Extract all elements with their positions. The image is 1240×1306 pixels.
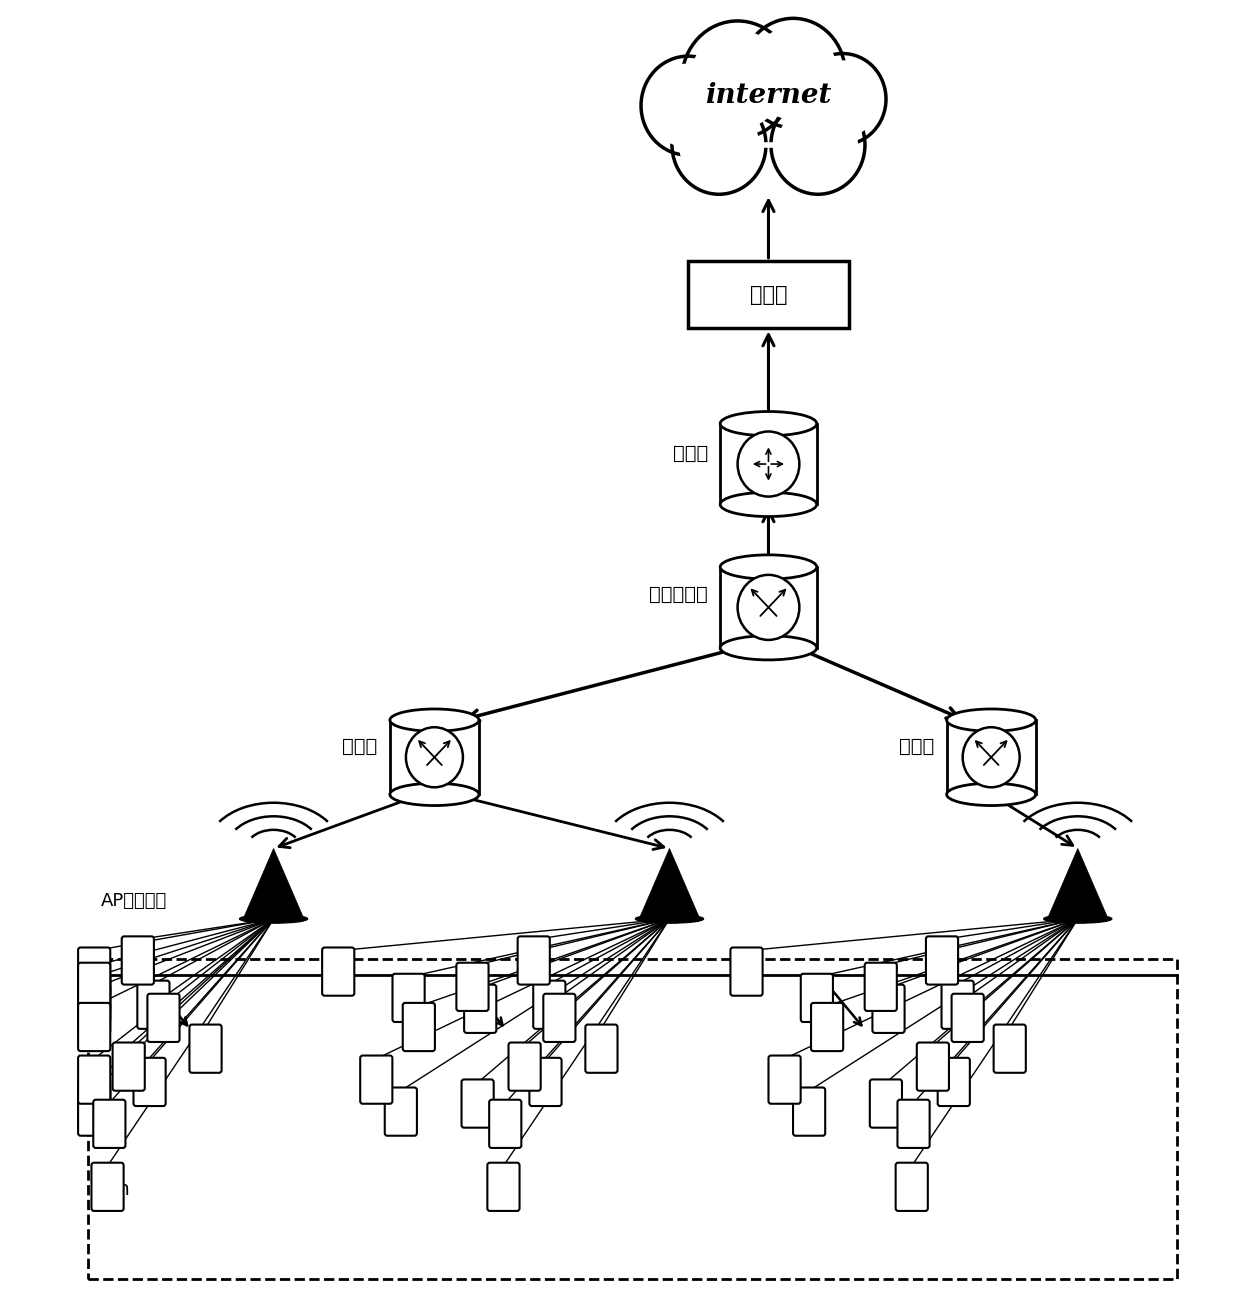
FancyBboxPatch shape: [113, 1042, 145, 1091]
Circle shape: [806, 60, 879, 138]
Ellipse shape: [720, 555, 817, 579]
Polygon shape: [946, 720, 1035, 794]
Ellipse shape: [946, 784, 1035, 806]
Circle shape: [649, 64, 728, 148]
FancyBboxPatch shape: [517, 936, 549, 985]
Polygon shape: [389, 720, 479, 794]
FancyBboxPatch shape: [993, 1025, 1025, 1072]
FancyBboxPatch shape: [895, 1162, 928, 1211]
FancyBboxPatch shape: [769, 1055, 801, 1104]
Circle shape: [749, 26, 837, 120]
Circle shape: [771, 95, 866, 195]
FancyBboxPatch shape: [78, 974, 110, 1023]
FancyBboxPatch shape: [533, 981, 565, 1029]
Bar: [88, 960, 1177, 1279]
FancyBboxPatch shape: [78, 1080, 110, 1127]
FancyBboxPatch shape: [148, 994, 180, 1042]
Text: 站台n: 站台n: [94, 1179, 130, 1199]
FancyBboxPatch shape: [794, 1088, 825, 1136]
FancyBboxPatch shape: [78, 963, 110, 1011]
FancyBboxPatch shape: [93, 1100, 125, 1148]
FancyBboxPatch shape: [78, 947, 110, 995]
Circle shape: [682, 21, 794, 138]
FancyBboxPatch shape: [801, 974, 833, 1023]
Circle shape: [691, 30, 785, 129]
Circle shape: [738, 431, 800, 496]
FancyBboxPatch shape: [134, 1058, 166, 1106]
FancyBboxPatch shape: [78, 985, 110, 1033]
Text: internet: internet: [706, 82, 832, 108]
Ellipse shape: [389, 784, 479, 806]
FancyBboxPatch shape: [916, 1042, 949, 1091]
Bar: [688, 261, 849, 329]
FancyBboxPatch shape: [138, 981, 170, 1029]
Polygon shape: [243, 849, 305, 921]
FancyBboxPatch shape: [490, 1100, 521, 1148]
Polygon shape: [720, 567, 817, 648]
FancyBboxPatch shape: [78, 1088, 110, 1136]
Polygon shape: [720, 423, 817, 504]
FancyBboxPatch shape: [393, 974, 424, 1023]
Ellipse shape: [239, 914, 308, 923]
FancyBboxPatch shape: [585, 1025, 618, 1072]
Ellipse shape: [946, 709, 1035, 731]
FancyBboxPatch shape: [403, 1003, 435, 1051]
Circle shape: [405, 727, 463, 788]
Circle shape: [641, 56, 735, 155]
FancyBboxPatch shape: [811, 1003, 843, 1051]
FancyBboxPatch shape: [360, 1055, 392, 1104]
FancyBboxPatch shape: [873, 985, 905, 1033]
Text: 交换机: 交换机: [342, 738, 377, 756]
Ellipse shape: [720, 411, 817, 436]
FancyBboxPatch shape: [543, 994, 575, 1042]
FancyBboxPatch shape: [508, 1042, 541, 1091]
Circle shape: [800, 54, 887, 145]
Ellipse shape: [1044, 914, 1112, 923]
FancyBboxPatch shape: [384, 1088, 417, 1136]
Circle shape: [962, 727, 1019, 788]
FancyBboxPatch shape: [322, 947, 355, 995]
FancyBboxPatch shape: [464, 985, 496, 1033]
Text: 服务器: 服务器: [750, 285, 787, 304]
Text: 路由器: 路由器: [672, 444, 708, 464]
Circle shape: [777, 103, 858, 187]
Circle shape: [680, 103, 759, 187]
FancyBboxPatch shape: [951, 994, 983, 1042]
Ellipse shape: [720, 636, 817, 660]
FancyBboxPatch shape: [926, 936, 959, 985]
FancyBboxPatch shape: [78, 1055, 110, 1104]
FancyBboxPatch shape: [461, 1080, 494, 1127]
FancyBboxPatch shape: [456, 963, 489, 1011]
Circle shape: [672, 95, 766, 195]
FancyBboxPatch shape: [78, 1003, 110, 1051]
Polygon shape: [1047, 849, 1109, 921]
FancyBboxPatch shape: [122, 936, 154, 985]
Circle shape: [742, 18, 846, 128]
FancyBboxPatch shape: [487, 1162, 520, 1211]
FancyBboxPatch shape: [92, 1162, 124, 1211]
FancyBboxPatch shape: [190, 1025, 222, 1072]
Polygon shape: [639, 849, 701, 921]
FancyBboxPatch shape: [937, 1058, 970, 1106]
FancyBboxPatch shape: [730, 947, 763, 995]
Circle shape: [738, 575, 800, 640]
FancyBboxPatch shape: [941, 981, 973, 1029]
Ellipse shape: [635, 914, 703, 923]
FancyBboxPatch shape: [529, 1058, 562, 1106]
Text: AP热点设备: AP热点设备: [100, 892, 166, 909]
Ellipse shape: [389, 709, 479, 731]
Ellipse shape: [720, 492, 817, 517]
FancyBboxPatch shape: [864, 963, 897, 1011]
Text: 交换机: 交换机: [899, 738, 934, 756]
Text: 核心交换机: 核心交换机: [649, 585, 708, 603]
FancyBboxPatch shape: [869, 1080, 901, 1127]
FancyBboxPatch shape: [898, 1100, 930, 1148]
